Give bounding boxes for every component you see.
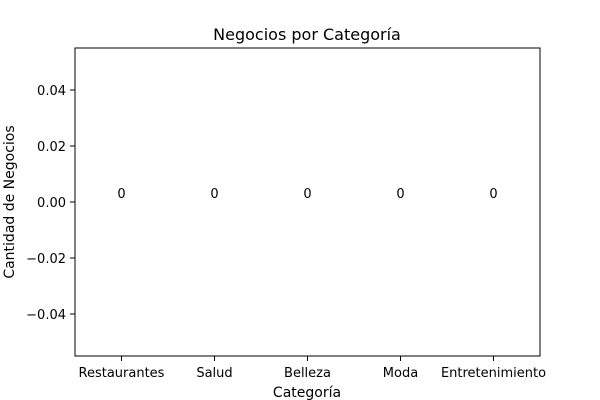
y-tick-label: −0.04 [26, 308, 66, 323]
y-tick-label: 0.00 [37, 196, 66, 211]
x-tick-label: Restaurantes [79, 366, 165, 381]
chart-title: Negocios por Categoría [213, 25, 401, 44]
bar-value-label: 0 [489, 187, 497, 202]
y-tick-label: 0.04 [37, 84, 66, 99]
x-axis-label: Categoría [273, 385, 341, 400]
x-tick-label: Salud [196, 366, 232, 381]
bar-value-label: 0 [117, 187, 125, 202]
bar-value-label: 0 [396, 187, 404, 202]
data-labels: 0 0 0 0 0 [117, 187, 497, 202]
x-axis: Restaurantes Salud Belleza Moda Entretenimie… [79, 356, 546, 381]
x-tick-label: Entretenimiento [441, 366, 546, 381]
y-axis-label: Cantidad de Negocios [2, 125, 18, 278]
y-tick-label: 0.02 [37, 140, 66, 155]
bar-value-label: 0 [210, 187, 218, 202]
bar-value-label: 0 [303, 187, 311, 202]
y-axis: −0.04 −0.02 0.00 0.02 0.04 [26, 84, 75, 323]
plot-area-frame [74, 47, 541, 357]
x-tick-label: Belleza [284, 366, 331, 381]
y-tick-label: −0.02 [26, 252, 66, 267]
x-tick-label: Moda [383, 366, 418, 381]
